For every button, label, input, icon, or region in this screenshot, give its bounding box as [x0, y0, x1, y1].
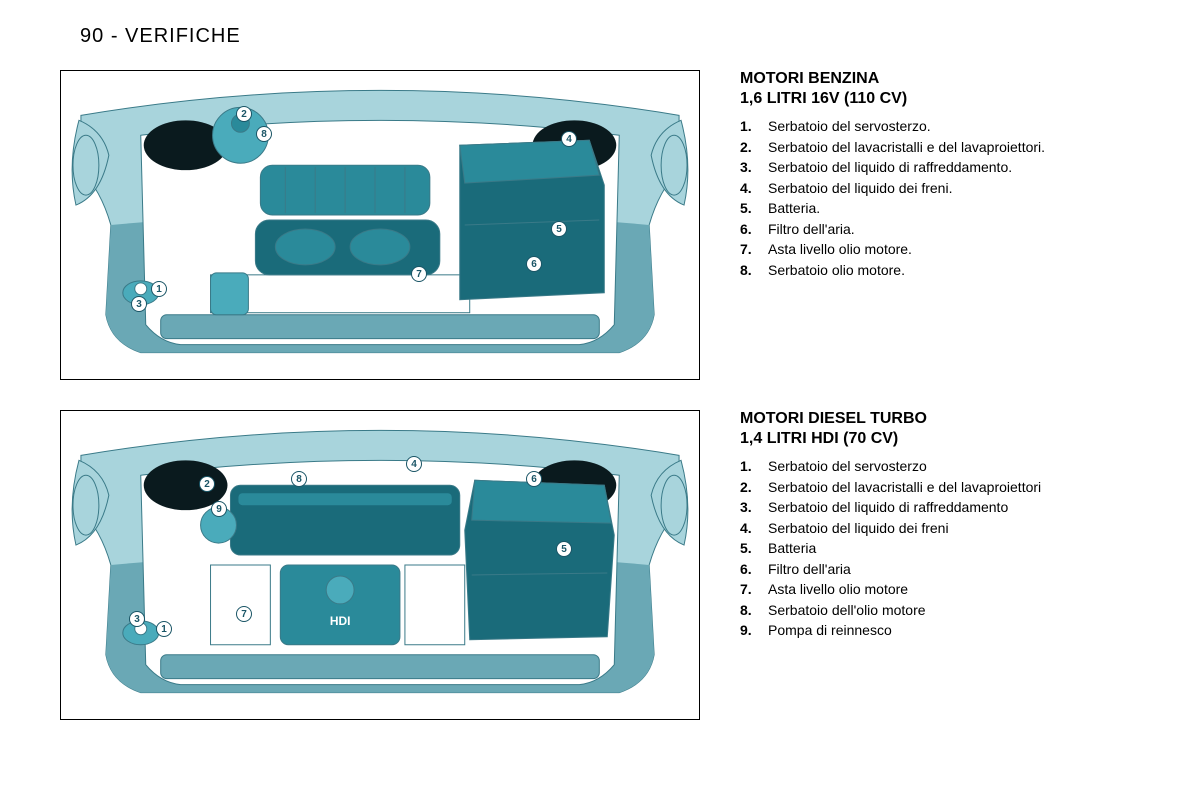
callout-marker: 7 [411, 266, 427, 282]
legend-item-number: 3. [740, 159, 758, 177]
legend-item: 6. Filtro dell'aria. [740, 221, 1045, 239]
legend-item-text: Serbatoio del liquido di raffreddamento. [768, 159, 1012, 177]
legend-item-number: 8. [740, 602, 758, 620]
legend-item: 2. Serbatoio del lavacristalli e del lava… [740, 479, 1041, 497]
callout-marker: 8 [256, 126, 272, 142]
legend-item-number: 1. [740, 118, 758, 136]
legend-item-number: 1. [740, 458, 758, 476]
legend-item: 6. Filtro dell'aria [740, 561, 1041, 579]
callout-marker: 8 [291, 471, 307, 487]
legend-item: 9. Pompa di reinnesco [740, 622, 1041, 640]
legend-item-number: 4. [740, 520, 758, 538]
legend-subtitle: 1,4 LITRI HDI (70 CV) [740, 430, 1041, 448]
legend-item-text: Serbatoio del lavacristalli e del lavapr… [768, 139, 1045, 157]
legend-item-text: Batteria [768, 540, 816, 558]
callout-marker: 5 [556, 541, 572, 557]
legend-item-text: Serbatoio del liquido dei freni [768, 520, 949, 538]
engine-diagram-svg [61, 71, 699, 379]
engine-diagram: 1 2 3 4 5 6 7 8 [60, 70, 700, 380]
legend-item-text: Serbatoio del servosterzo. [768, 118, 931, 136]
callout-marker: 6 [526, 471, 542, 487]
legend-item: 7. Asta livello olio motore. [740, 241, 1045, 259]
legend-item-number: 5. [740, 540, 758, 558]
callout-marker: 6 [526, 256, 542, 272]
legend-item: 2. Serbatoio del lavacristalli e del lava… [740, 139, 1045, 157]
legend-item-number: 8. [740, 262, 758, 280]
callout-marker: 2 [199, 476, 215, 492]
legend-item-text: Asta livello olio motore [768, 581, 908, 599]
engine-section: 1 2 3 4 5 6 7 8 MOTORI BENZINA 1,6 LITRI 16V (110… [60, 70, 1140, 380]
callout-marker: 4 [406, 456, 422, 472]
legend-item: 4. Serbatoio del liquido dei freni [740, 520, 1041, 538]
svg-text:HDI: HDI [330, 614, 351, 628]
legend-item-number: 2. [740, 479, 758, 497]
legend-item-text: Filtro dell'aria [768, 561, 851, 579]
legend-title: MOTORI BENZINA [740, 70, 1045, 88]
legend-item-text: Batteria. [768, 200, 820, 218]
legend-item: 8. Serbatoio dell'olio motore [740, 602, 1041, 620]
legend-item: 3. Serbatoio del liquido di raffreddament… [740, 499, 1041, 517]
legend-item-text: Serbatoio del liquido di raffreddamento [768, 499, 1008, 517]
legend-item-number: 9. [740, 622, 758, 640]
legend-item-text: Serbatoio del servosterzo [768, 458, 927, 476]
legend-item: 3. Serbatoio del liquido di raffreddament… [740, 159, 1045, 177]
legend-item: 5. Batteria. [740, 200, 1045, 218]
callout-marker: 5 [551, 221, 567, 237]
legend-item-number: 3. [740, 499, 758, 517]
legend-list: 1. Serbatoio del servosterzo 2. Serbatoio d… [740, 458, 1041, 640]
legend-item-text: Asta livello olio motore. [768, 241, 912, 259]
legend-item-text: Filtro dell'aria. [768, 221, 855, 239]
callout-marker: 2 [236, 106, 252, 122]
legend-subtitle: 1,6 LITRI 16V (110 CV) [740, 90, 1045, 108]
legend-list: 1. Serbatoio del servosterzo. 2. Serbatoio … [740, 118, 1045, 279]
legend-item-text: Pompa di reinnesco [768, 622, 892, 640]
legend-item-number: 7. [740, 581, 758, 599]
legend-item-number: 4. [740, 180, 758, 198]
legend-item: 5. Batteria [740, 540, 1041, 558]
legend-item-number: 2. [740, 139, 758, 157]
legend-item-number: 6. [740, 221, 758, 239]
callout-marker: 9 [211, 501, 227, 517]
legend-item: 1. Serbatoio del servosterzo. [740, 118, 1045, 136]
legend: MOTORI DIESEL TURBO 1,4 LITRI HDI (70 CV)… [740, 410, 1041, 720]
legend-item-text: Serbatoio dell'olio motore [768, 602, 926, 620]
legend-item: 7. Asta livello olio motore [740, 581, 1041, 599]
legend-item: 1. Serbatoio del servosterzo [740, 458, 1041, 476]
callout-marker: 3 [131, 296, 147, 312]
callout-marker: 4 [561, 131, 577, 147]
legend-item-text: Serbatoio del liquido dei freni. [768, 180, 952, 198]
page-title: VERIFICHE [125, 25, 241, 47]
legend-item-number: 7. [740, 241, 758, 259]
legend-item-text: Serbatoio olio motore. [768, 262, 905, 280]
engine-section: HDI 1 2 3 4 5 6 7 8 9 MOTORI DIESEL TURBO 1,4 LITR… [60, 410, 1140, 720]
page-number: 90 [80, 25, 104, 47]
legend-title: MOTORI DIESEL TURBO [740, 410, 1041, 428]
page-header: 90 - VERIFICHE [80, 25, 1140, 48]
legend-item-number: 5. [740, 200, 758, 218]
callout-marker: 7 [236, 606, 252, 622]
callout-marker: 1 [156, 621, 172, 637]
legend: MOTORI BENZINA 1,6 LITRI 16V (110 CV) 1. Se… [740, 70, 1045, 380]
callout-marker: 1 [151, 281, 167, 297]
engine-diagram-svg: HDI [61, 411, 699, 719]
legend-item: 4. Serbatoio del liquido dei freni. [740, 180, 1045, 198]
legend-item-number: 6. [740, 561, 758, 579]
legend-item: 8. Serbatoio olio motore. [740, 262, 1045, 280]
legend-item-text: Serbatoio del lavacristalli e del lavapr… [768, 479, 1041, 497]
callout-marker: 3 [129, 611, 145, 627]
engine-diagram: HDI 1 2 3 4 5 6 7 8 9 [60, 410, 700, 720]
